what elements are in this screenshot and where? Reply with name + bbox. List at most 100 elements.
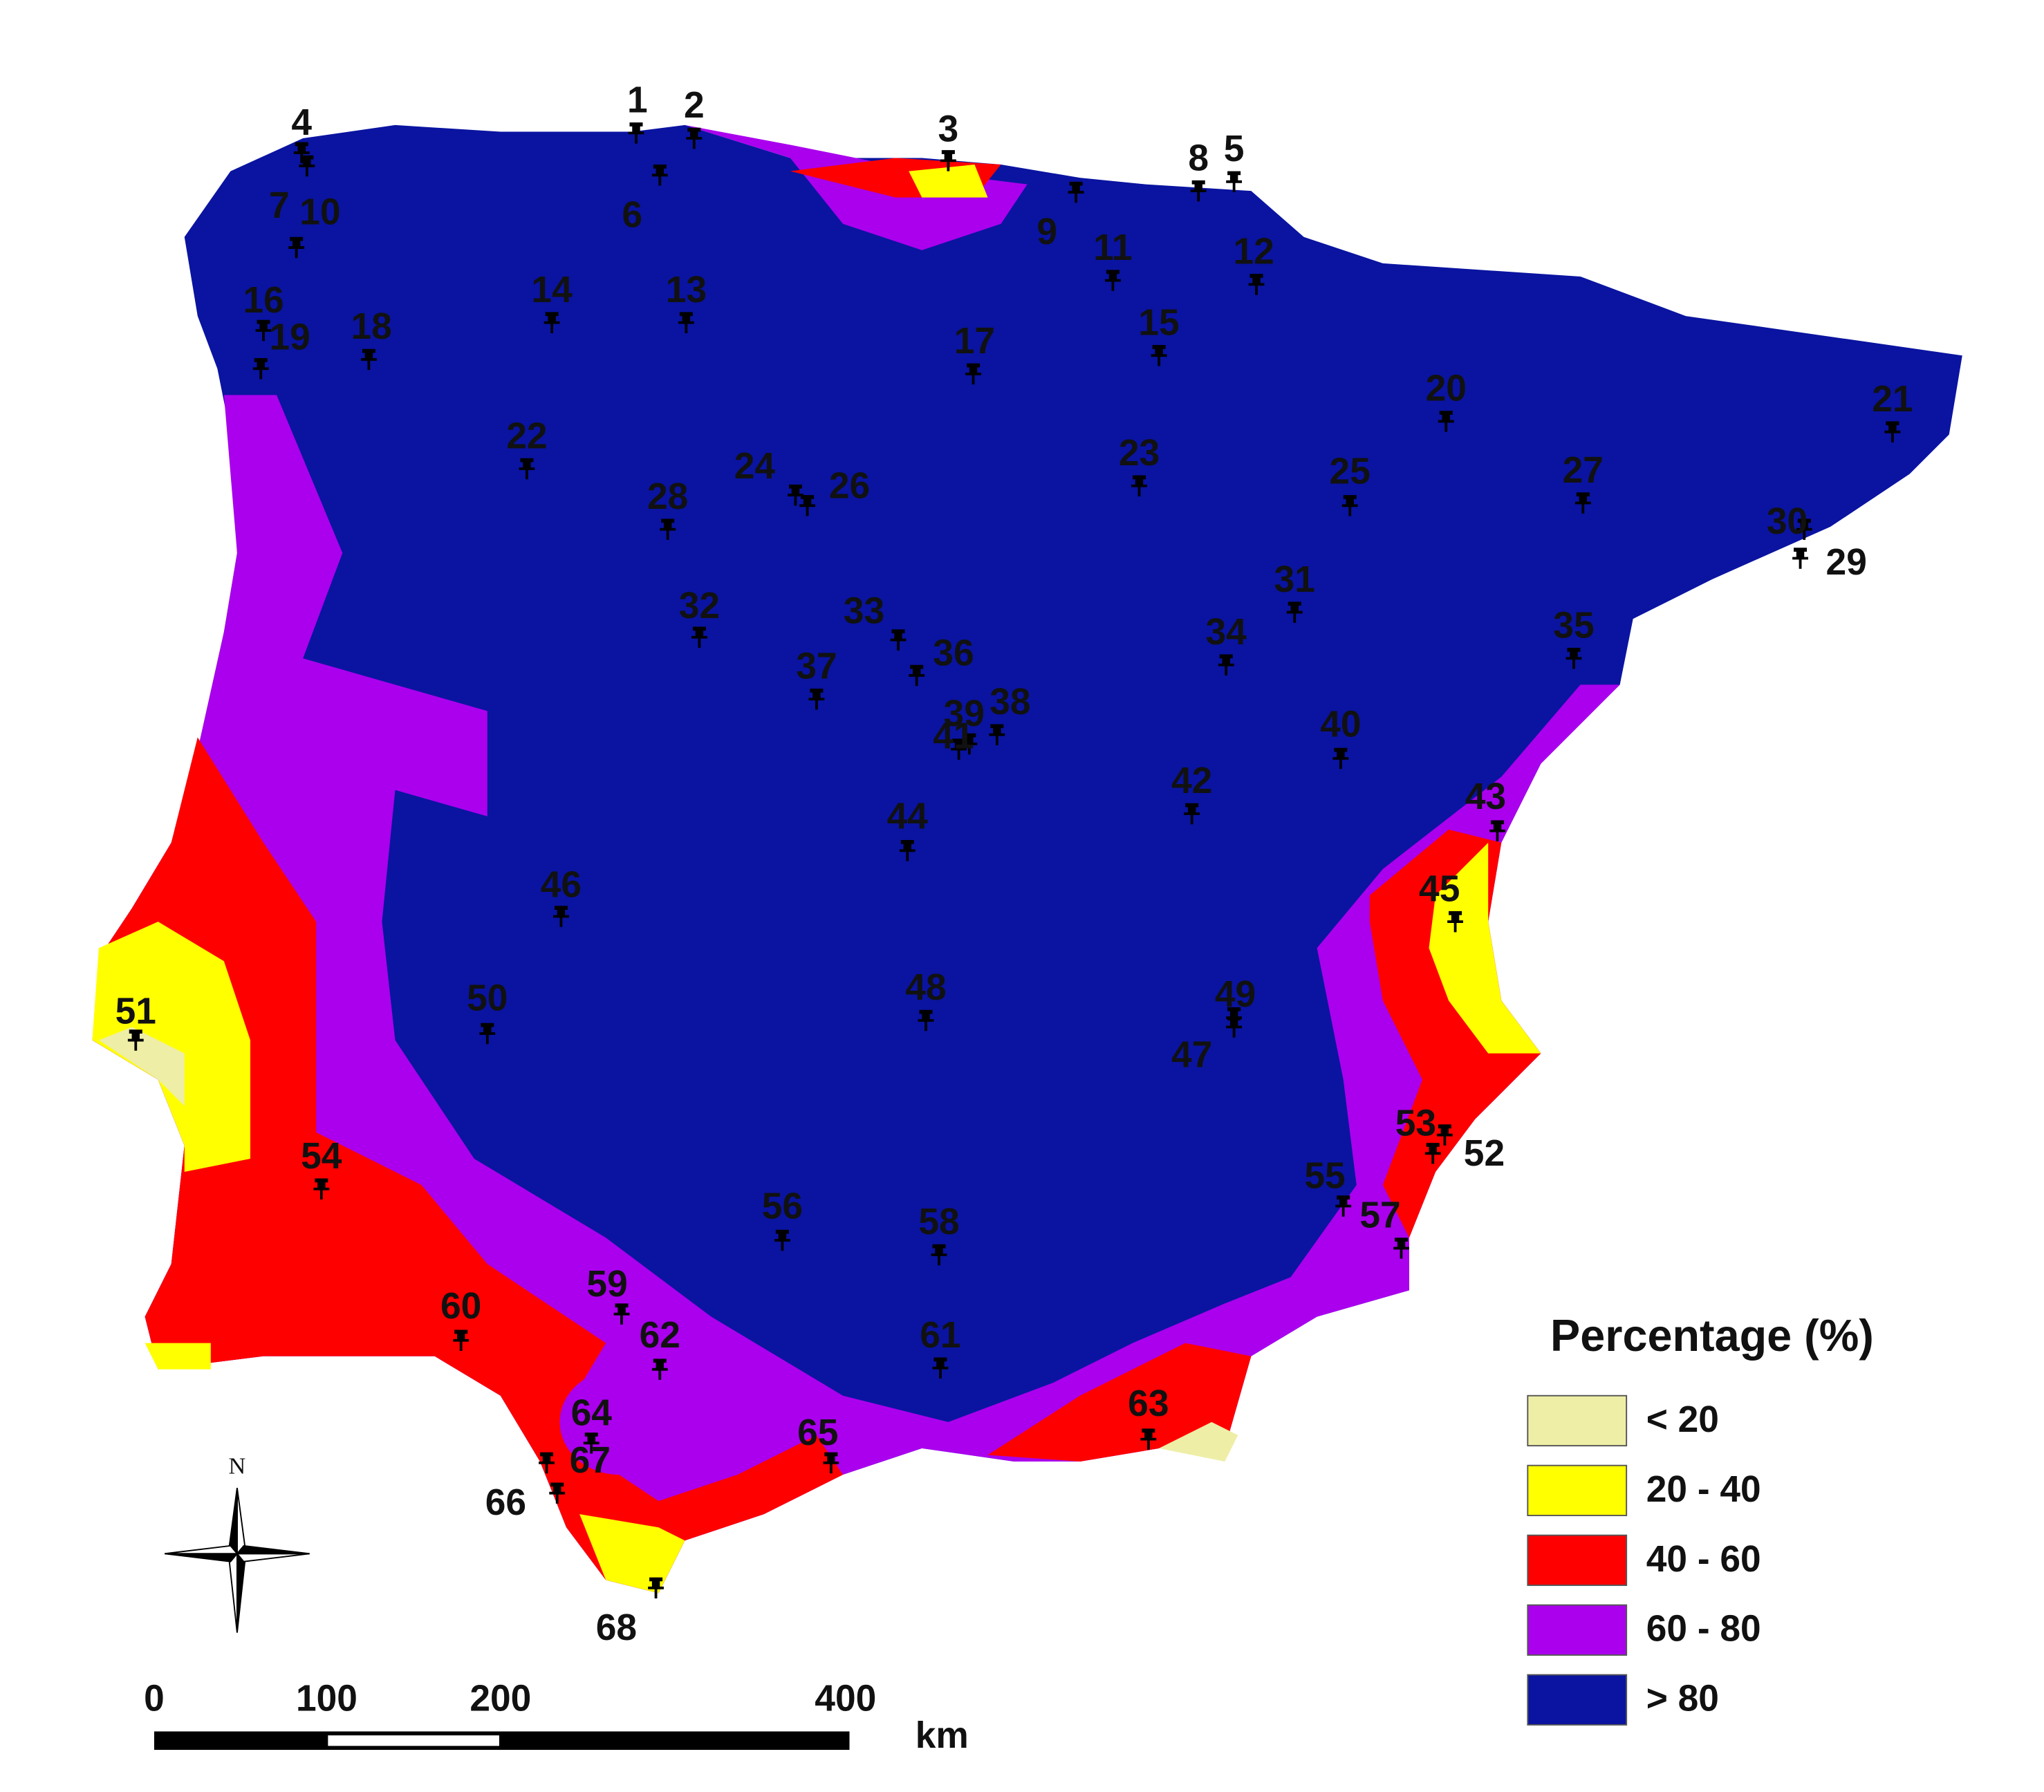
station-marker [288, 236, 305, 259]
station-label: 39 [944, 693, 985, 734]
station-label: 54 [301, 1136, 342, 1177]
zone-under-20-lisbon [98, 1027, 185, 1106]
legend-swatch [1527, 1464, 1628, 1517]
zone-under-20-southeast [1159, 1421, 1238, 1462]
zone-40-60-southeast [987, 1343, 1252, 1462]
station-marker [1796, 519, 1812, 540]
station-label: 37 [796, 646, 837, 687]
station-label: 49 [1215, 974, 1256, 1015]
station-label: 4 [291, 102, 312, 143]
station-marker [686, 127, 703, 149]
station-label: 7 [269, 185, 290, 226]
station-label: 48 [905, 967, 946, 1008]
station-label: 56 [762, 1186, 803, 1226]
station-marker [823, 1452, 839, 1474]
station-marker [691, 626, 707, 648]
station-label: 6 [622, 194, 642, 235]
station-marker [299, 155, 315, 177]
station-label: 41 [933, 716, 974, 756]
station-label: 26 [829, 466, 870, 507]
station-label: 36 [933, 633, 974, 674]
scale-label: 100 [296, 1679, 357, 1719]
station-marker [774, 1229, 790, 1251]
station-marker [899, 840, 916, 861]
station-label: 23 [1119, 433, 1160, 474]
zone-40-60-west [92, 737, 843, 1594]
station-label: 5 [1224, 129, 1245, 169]
scale-label: 0 [144, 1679, 165, 1719]
station-label: 63 [1128, 1383, 1169, 1424]
station-label: 60 [440, 1286, 481, 1327]
station-label: 13 [666, 270, 707, 310]
station-label: 57 [1359, 1195, 1400, 1236]
station-marker [453, 1329, 470, 1351]
station-marker [519, 458, 535, 480]
zone-20-40-east [1429, 842, 1541, 1054]
station-marker [651, 165, 668, 186]
legend-swatch [1527, 1604, 1628, 1656]
station-label: 47 [1171, 1034, 1212, 1075]
station-label: 12 [1234, 232, 1274, 272]
scale-bar: km 0 100 200 400 [144, 1679, 969, 1756]
station-marker [1489, 820, 1505, 841]
station-marker [1332, 747, 1349, 769]
station-label: 14 [531, 270, 573, 310]
station-label: 28 [647, 476, 688, 517]
station-marker [255, 319, 272, 342]
station-label: 53 [1395, 1103, 1436, 1144]
legend-label: < 20 [1646, 1399, 1719, 1440]
station-label: 31 [1274, 559, 1315, 600]
station-marker [932, 1357, 949, 1379]
legend-label: 60 - 80 [1646, 1609, 1761, 1650]
station-marker [1140, 1428, 1157, 1450]
compass: N [165, 1453, 310, 1633]
station-marker [1151, 344, 1167, 366]
station-label: 62 [640, 1315, 680, 1356]
station-marker [583, 1432, 600, 1454]
station-label: 11 [1093, 227, 1132, 268]
station-label: 40 [1320, 704, 1361, 745]
legend-swatch [1527, 1394, 1628, 1447]
scale-unit: km [916, 1715, 969, 1756]
station-marker [1341, 495, 1358, 516]
legend-swatch [1527, 1534, 1628, 1586]
station-marker [1393, 1238, 1409, 1259]
legend: Percentage (%) < 20 20 - 40 40 - 60 60 - 80… [1527, 1310, 1874, 1726]
station-label: 9 [1037, 212, 1057, 252]
station-label: 25 [1330, 451, 1371, 492]
station-marker [965, 363, 981, 385]
station-label: 2 [684, 85, 705, 126]
zone-20-40-north [909, 165, 988, 198]
station-label: 32 [679, 586, 720, 626]
station-label: 8 [1188, 138, 1209, 178]
compass-label: N [229, 1453, 246, 1479]
station-marker [651, 1359, 668, 1380]
station-label: 44 [887, 796, 929, 837]
scale-bar-frame [154, 1731, 850, 1751]
station-marker [1565, 648, 1582, 669]
station-label: 35 [1553, 606, 1594, 646]
station-marker [1335, 1195, 1352, 1217]
station-label: 65 [797, 1412, 838, 1453]
station-label: 51 [115, 991, 156, 1032]
station-label: 52 [1464, 1133, 1505, 1174]
station-marker [553, 906, 569, 927]
station-label: 34 [1206, 612, 1247, 653]
station-marker [539, 1452, 555, 1474]
station-marker [1226, 1007, 1243, 1029]
station-label: 17 [954, 321, 995, 362]
station-label: 68 [596, 1607, 637, 1648]
station-label: 27 [1563, 450, 1604, 491]
station-marker [678, 312, 694, 333]
station-label: 59 [586, 1264, 627, 1305]
station-label: 21 [1872, 379, 1913, 420]
zone-60-80-inlier [559, 1369, 678, 1475]
station-marker [648, 1577, 664, 1599]
station-marker [1248, 274, 1265, 295]
legend-swatch [1527, 1674, 1628, 1726]
station-label: 24 [734, 446, 776, 487]
station-label: 30 [1767, 501, 1808, 542]
station-label: 20 [1426, 368, 1467, 409]
